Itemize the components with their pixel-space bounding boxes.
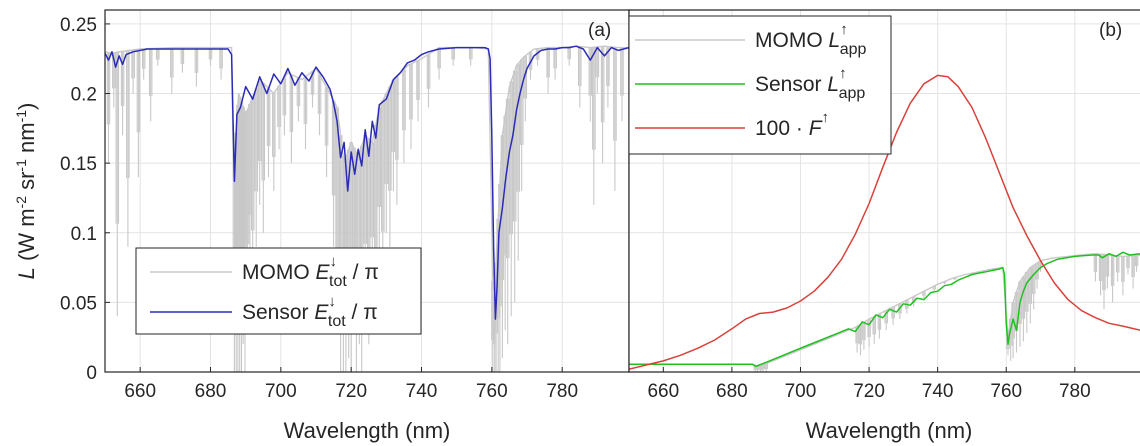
y-tick-label: 0.2 (71, 85, 97, 106)
y-tick-label: 0.25 (60, 15, 97, 36)
panel-a-series (105, 45, 629, 320)
legend-entry-2: 100 · F↑ (755, 109, 829, 140)
legend-entry-1: Sensor E↓ tot / π (242, 293, 378, 330)
panel-b-frame (628, 9, 1140, 373)
legend-var: L (827, 73, 839, 96)
panel-a-y-axis-label: L (W m-2 sr-1 nm-1) (13, 103, 39, 280)
legend-sub: tot (329, 273, 347, 290)
y-tick-label: 0 (86, 363, 97, 384)
y-label-exp3: -1 (13, 110, 29, 123)
y-label-part2: sr (14, 172, 39, 196)
legend-post: / π (346, 301, 378, 324)
legend-sub: tot (328, 313, 346, 330)
panel-a-x-axis-label: Wavelength (nm) (284, 418, 451, 443)
legend-pre: Sensor (755, 73, 827, 96)
legend-var: E (314, 301, 329, 324)
series-0-1-line (105, 45, 629, 320)
x-tick-label: 680 (716, 381, 748, 402)
y-label-part3: nm (14, 122, 39, 159)
legend-sup: ↓ (330, 253, 338, 270)
x-tick-label: 700 (265, 381, 297, 402)
panel-b-x-axis-label: Wavelength (nm) (806, 418, 973, 443)
legend-var: L (829, 29, 841, 52)
y-tick-label: 0.05 (60, 293, 97, 314)
panel-b-legend-box (628, 15, 892, 155)
x-tick-label: 760 (476, 381, 508, 402)
x-tick-label: 660 (647, 381, 679, 402)
x-tick-label: 740 (406, 381, 438, 402)
y-label-var: L (14, 267, 39, 279)
legend-sup: ↓ (328, 293, 336, 310)
legend-var: E (316, 261, 331, 284)
panel-a-legend-box (135, 247, 422, 335)
legend-pre: MOMO (755, 29, 829, 52)
x-tick-label: 700 (785, 381, 817, 402)
panel-a: 660 680 700 720 740 760 780 0 0.05 0.1 0.15 0.2 0.2… (13, 9, 630, 443)
x-tick-label: 720 (335, 381, 367, 402)
series-1-0-continuum (629, 252, 1140, 368)
panel-b-x-ticks: 660 680 700 720 740 760 780 (647, 367, 1091, 402)
panel-b: 660 680 700 720 740 760 780 (b) Wavelength (nm… (628, 9, 1140, 443)
panel-a-y-ticks: 0 0.05 0.1 0.15 0.2 0.25 (60, 15, 110, 384)
panel-b-tag: (b) (1099, 20, 1122, 41)
y-label-part4: ) (14, 103, 39, 110)
series-1-1-line (629, 251, 1140, 368)
legend-pre: Sensor (242, 301, 314, 324)
y-tick-label: 0.15 (60, 154, 97, 175)
x-tick-label: 780 (1059, 381, 1091, 402)
panel-b-series (629, 74, 1140, 370)
legend-entry-0: MOMO E↓ tot / π (242, 253, 379, 290)
legend-entry-0: MOMO L↑ app (755, 21, 866, 58)
x-tick-label: 720 (853, 381, 885, 402)
legend-post: / π (347, 261, 379, 284)
x-tick-label: 760 (990, 381, 1022, 402)
x-tick-label: 660 (124, 381, 156, 402)
series-1-2-line (629, 74, 1140, 370)
y-label-part1: (W m (14, 208, 39, 267)
y-tick-label: 0.1 (71, 224, 97, 245)
y-label-exp2: -1 (13, 159, 29, 172)
x-tick-label: 780 (546, 381, 578, 402)
x-tick-label: 740 (922, 381, 954, 402)
legend-var: F (809, 117, 823, 140)
legend-sup: ↑ (839, 65, 847, 82)
legend-pre: MOMO (242, 261, 316, 284)
panel-a-tag: (a) (588, 20, 611, 41)
legend-entry-1: Sensor L↑ app (755, 65, 865, 102)
legend-sub: app (839, 85, 866, 102)
panel-a-x-ticks: 660 680 700 720 740 760 780 (124, 367, 578, 402)
y-label-exp1: -2 (13, 196, 29, 209)
x-tick-label: 680 (195, 381, 227, 402)
legend-sub: app (840, 41, 867, 58)
legend-sup: ↑ (840, 21, 848, 38)
legend-pre: 100 · (755, 117, 809, 140)
legend-sup: ↑ (822, 109, 830, 126)
